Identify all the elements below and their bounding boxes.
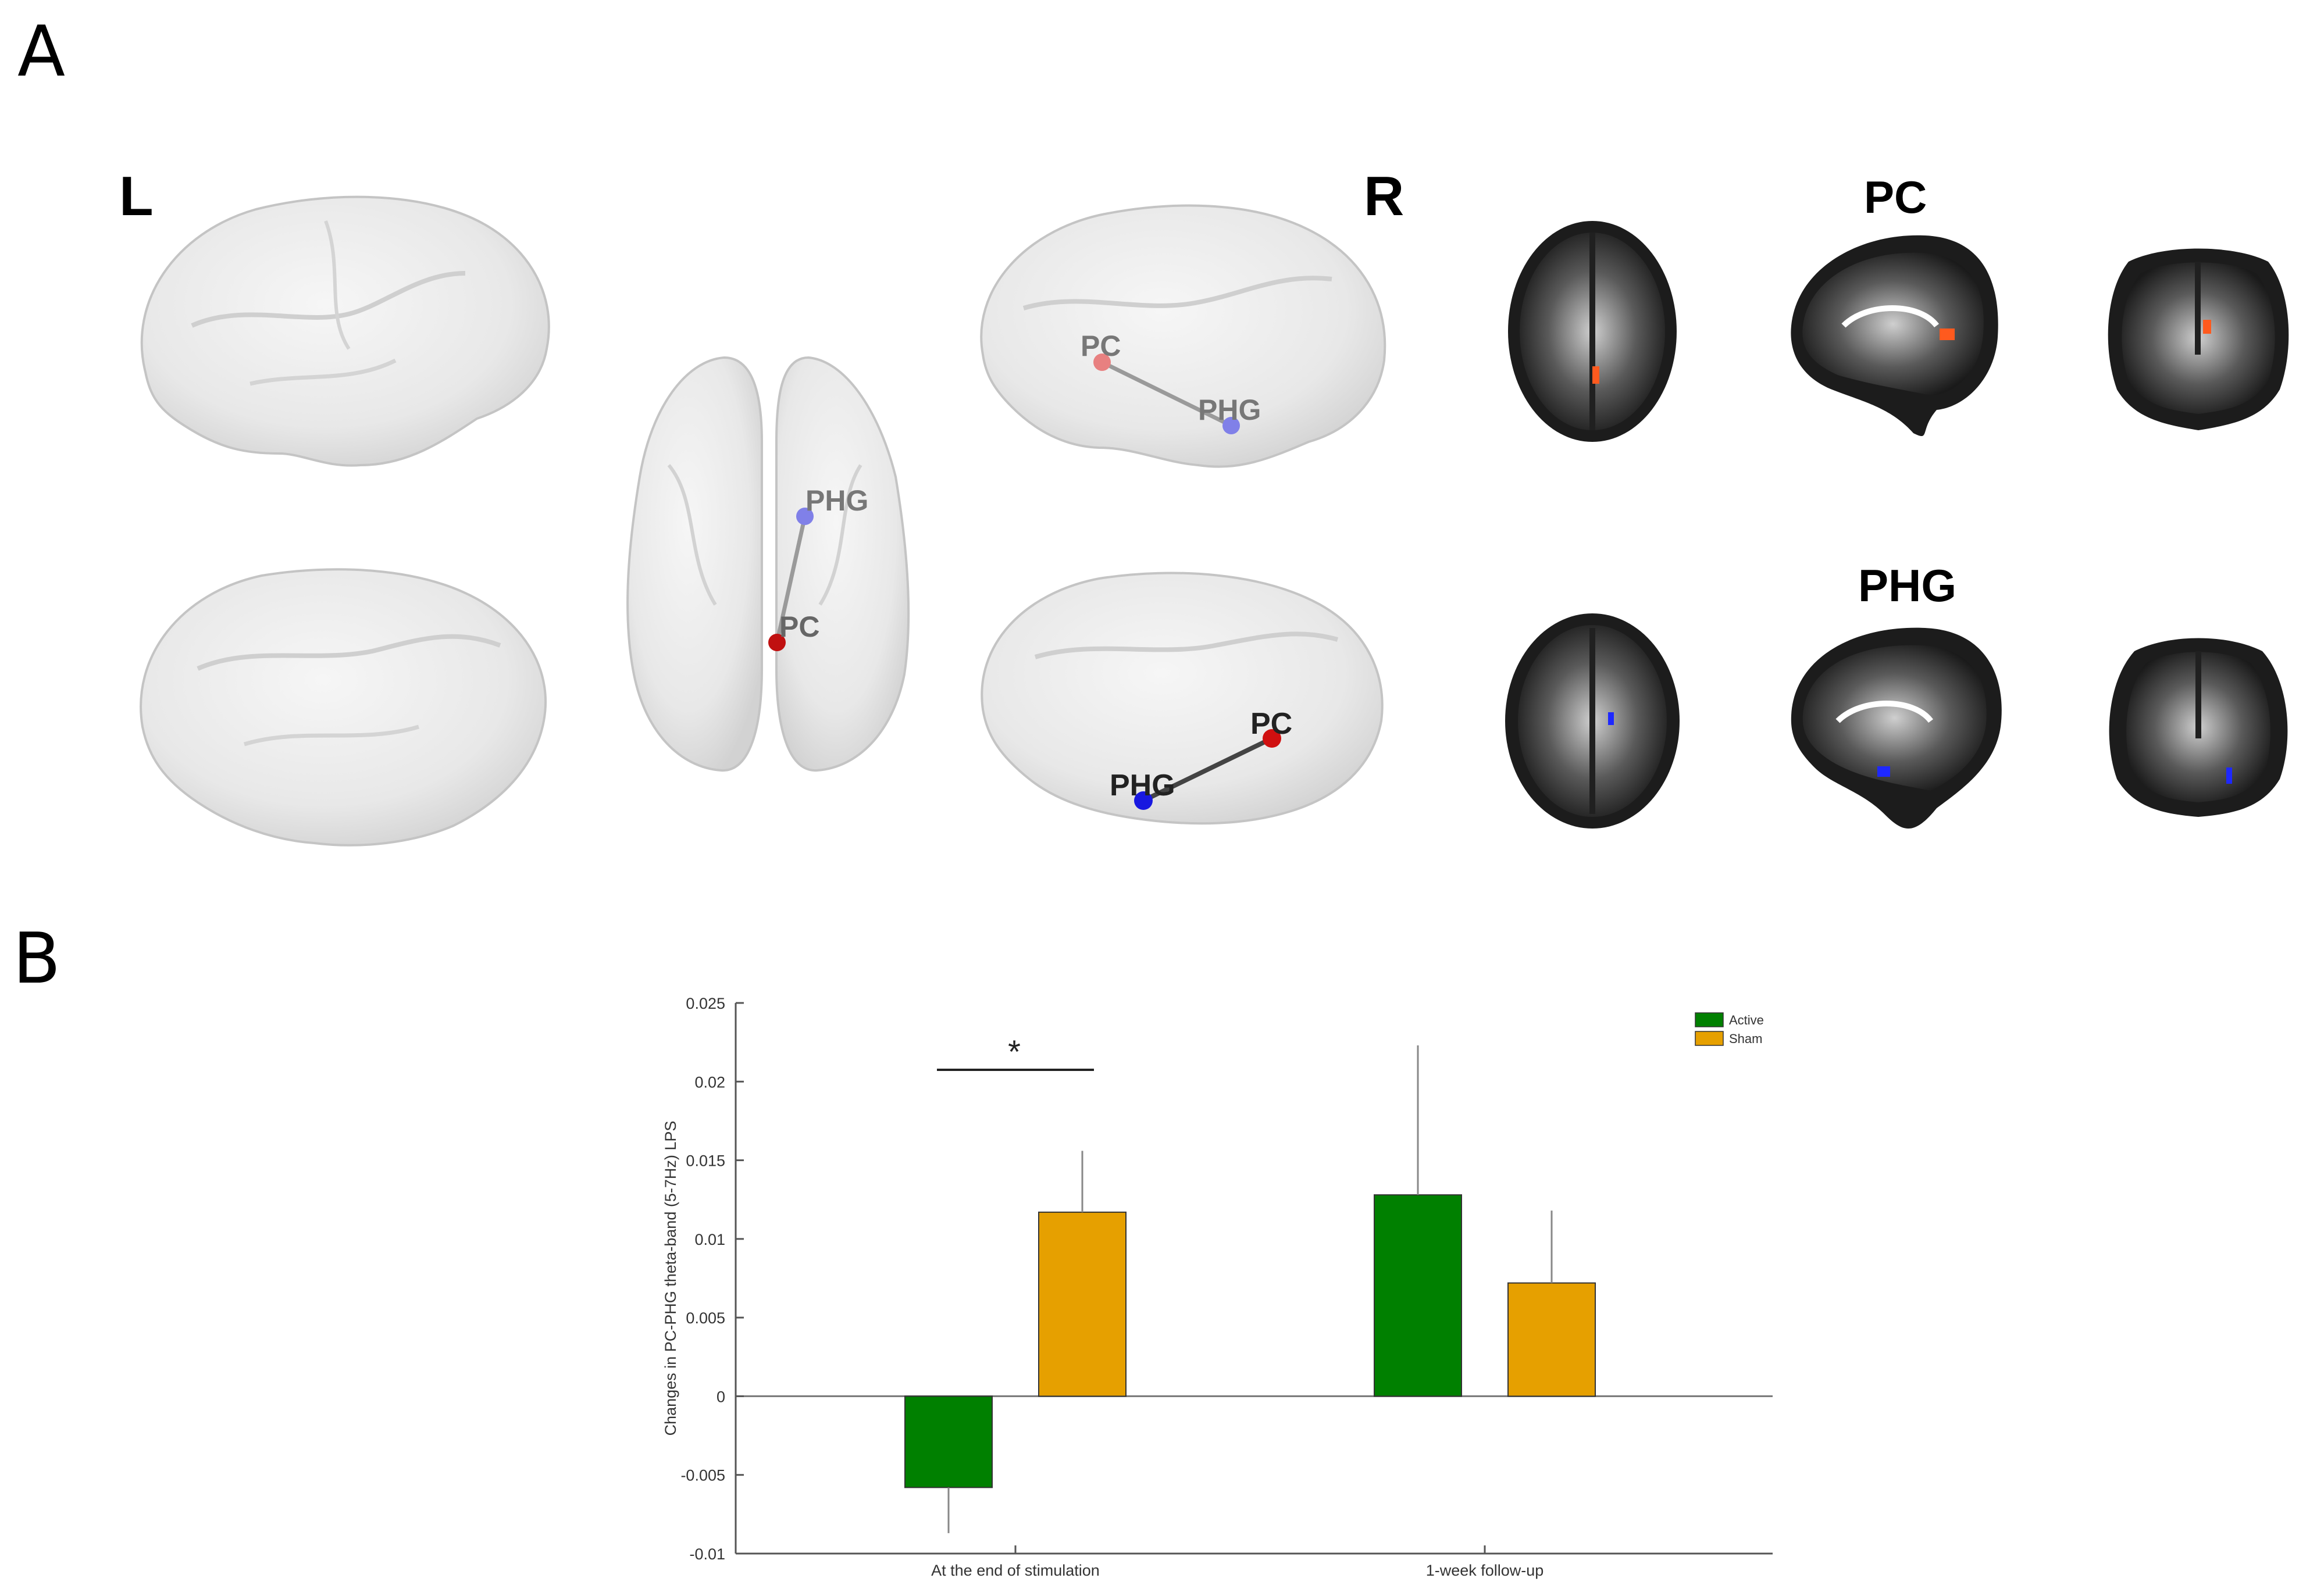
bar-active: [904, 1395, 993, 1488]
y-tick-label: 0.015: [686, 1152, 725, 1170]
phg-sagittal-slice: [1791, 627, 2002, 829]
phg-node-label-dorsal: PHG: [805, 484, 868, 517]
phg-slice-title: PHG: [1858, 560, 1957, 611]
panel-b-label: B: [13, 919, 61, 999]
y-axis-label: Changes in PC-PHG theta-band (5-7Hz) LPS: [662, 1121, 679, 1436]
phg-node-dorsal: [796, 508, 814, 525]
phg-axial-slice: [1505, 613, 1680, 829]
panel-a-label: A: [17, 12, 66, 92]
y-tick-label: 0.005: [686, 1309, 725, 1327]
chart-bars: [904, 1045, 1596, 1533]
brain-dorsal-view: [626, 356, 910, 772]
y-tick-label: 0.025: [686, 995, 725, 1012]
pc-axial-slice: [1508, 221, 1677, 442]
right-hemisphere-label: R: [1364, 165, 1405, 227]
legend-label-sham: Sham: [1729, 1031, 1762, 1046]
brain-left-medial: [140, 568, 547, 847]
bar-active: [1374, 1194, 1462, 1397]
chart-labels: -0.01 -0.005 0 0.005 0.01 0.015 0.02 0.025 Chang…: [662, 995, 1764, 1579]
bar-sham: [1507, 1282, 1596, 1397]
pc-node-label-right-lateral: PC: [1081, 330, 1121, 362]
phg-node-right-lateral: [1222, 417, 1240, 434]
pc-node-label-right-medial: PC: [1250, 707, 1292, 741]
y-tick-label: -0.005: [680, 1467, 725, 1484]
pc-node-right-medial: [1263, 729, 1281, 748]
phg-node-label-right-medial: PHG: [1110, 769, 1175, 802]
legend-swatch-active: [1695, 1012, 1724, 1027]
pc-slice-title: PC: [1864, 172, 1927, 223]
pc-node-right-lateral: [1093, 354, 1111, 371]
x-tick-label: 1-week follow-up: [1426, 1562, 1544, 1579]
significance-star: *: [1008, 1033, 1021, 1070]
x-tick-label: At the end of stimulation: [931, 1562, 1100, 1579]
pc-sagittal-slice: [1791, 235, 1998, 437]
legend-label-active: Active: [1729, 1013, 1764, 1027]
pc-coronal-slice: [2108, 248, 2289, 430]
phg-node-right-medial: [1134, 791, 1153, 810]
brain-right-lateral: [980, 204, 1386, 468]
phg-coronal-slice: [2109, 638, 2288, 817]
legend-swatch-sham: [1695, 1031, 1724, 1046]
left-hemisphere-label: L: [119, 165, 154, 227]
y-tick-label: -0.01: [689, 1545, 725, 1563]
chart-axes: [735, 1002, 1773, 1555]
pc-node-dorsal: [768, 634, 786, 651]
brain-left-lateral: [140, 195, 550, 467]
phg-node-label-right-lateral: PHG: [1198, 394, 1261, 426]
y-tick-label: 0.02: [694, 1073, 725, 1091]
y-tick-label: 0: [717, 1388, 725, 1405]
pc-node-label-dorsal: PC: [779, 610, 819, 643]
bar-sham: [1038, 1211, 1127, 1397]
brain-right-medial: [981, 572, 1384, 825]
y-tick-label: 0.01: [694, 1231, 725, 1248]
